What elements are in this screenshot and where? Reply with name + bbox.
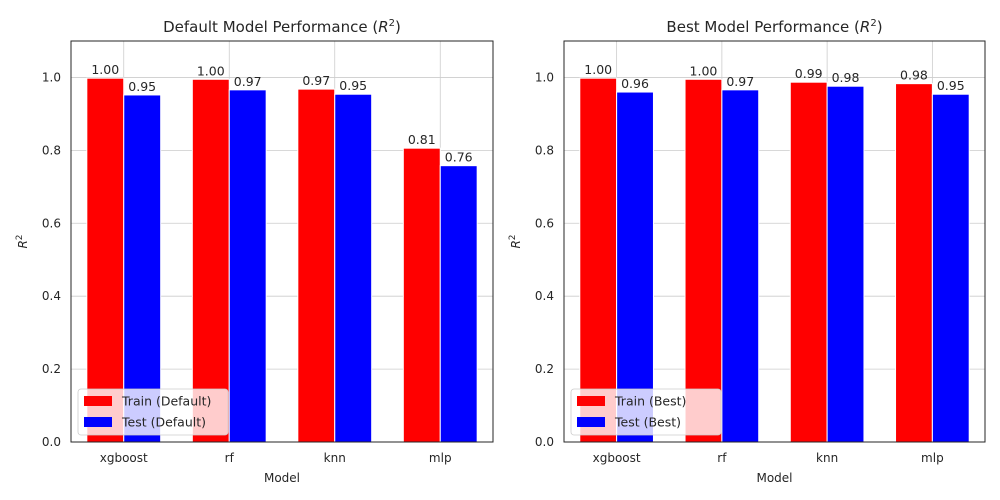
legend-swatch (84, 396, 112, 406)
y-tick-label: 0.2 (42, 362, 61, 376)
legend-entry: Train (Default) (121, 394, 211, 409)
x-tick-label: mlp (429, 451, 452, 465)
chart-title: Best Model Performance (R2) (666, 18, 882, 36)
y-tick-label: 0.4 (535, 289, 554, 303)
train-bar (579, 77, 618, 443)
train-bar (191, 78, 230, 443)
chart-2: 0.0 0.2 0.4 0.6 0.8 1.0 xgboost rf knn mlp 1.00 1.0… (508, 18, 986, 485)
data-label: 1.00 (197, 63, 225, 78)
data-label: 0.96 (621, 76, 649, 91)
legend: Train (Best) Test (Best) (570, 388, 722, 436)
data-label: 0.76 (445, 150, 473, 165)
y-tick-label: 0.6 (535, 216, 554, 230)
data-label: 0.95 (937, 78, 965, 93)
train-bar (895, 83, 933, 443)
title-text: Default Model Performance ( (163, 18, 378, 36)
test-bar (826, 85, 865, 443)
y-tick-label: 0.8 (535, 143, 554, 157)
data-label: 0.81 (408, 132, 436, 147)
test-bar (228, 89, 267, 443)
axes-frame (70, 40, 494, 443)
x-tick-label: rf (717, 451, 727, 465)
data-label: 0.95 (339, 78, 367, 93)
test-bar (721, 89, 760, 443)
y-label-variable: R (16, 240, 30, 248)
data-label: 1.00 (91, 62, 119, 77)
legend-swatch (84, 417, 112, 427)
y-tick-label: 1.0 (535, 70, 554, 84)
data-label: 0.97 (726, 74, 754, 89)
x-tick-label: knn (816, 451, 838, 465)
y-tick-label: 0.4 (42, 289, 61, 303)
data-label: 1.00 (584, 62, 612, 77)
x-axis-label: Model (264, 471, 300, 485)
y-tick-label: 0.0 (42, 435, 61, 449)
title-text: Best Model Performance ( (666, 18, 859, 36)
axes-frame (563, 40, 986, 443)
x-tick-label: mlp (921, 451, 944, 465)
x-tick-label: rf (225, 451, 235, 465)
y-axis-label: R2 (508, 234, 523, 248)
data-label: 1.00 (690, 63, 718, 78)
data-label: 0.97 (302, 73, 330, 88)
y-tick-label: 0.8 (42, 143, 61, 157)
x-tick-label: knn (324, 451, 346, 465)
data-label: 0.98 (832, 70, 860, 85)
y-label-superscript: 2 (15, 234, 25, 240)
y-tick-label: 0.6 (42, 216, 61, 230)
test-bar (123, 94, 162, 443)
train-bar (297, 88, 336, 443)
title-close: ) (395, 18, 401, 36)
y-label-superscript: 2 (508, 234, 518, 240)
legend-swatch (577, 396, 605, 406)
data-label: 0.98 (900, 68, 928, 83)
chart-1: 0.0 0.2 0.4 0.6 0.8 1.0 xgboost rf knn mlp 1.00 1.0… (15, 18, 494, 485)
legend-box (77, 388, 229, 436)
y-tick-label: 1.0 (42, 70, 61, 84)
title-variable: R (378, 18, 388, 36)
legend-entry: Test (Best) (614, 415, 681, 430)
title-superscript: 2 (870, 18, 876, 29)
test-bar (616, 91, 654, 443)
train-bar (402, 147, 441, 443)
legend-swatch (577, 417, 605, 427)
title-close: ) (877, 18, 883, 36)
legend-box (570, 388, 722, 436)
legend-entry: Test (Default) (121, 415, 206, 430)
test-bar (439, 165, 478, 443)
data-label: 0.99 (795, 66, 823, 81)
legend-entry: Train (Best) (614, 394, 686, 409)
y-tick-label: 0.0 (535, 435, 554, 449)
x-tick-label: xgboost (100, 451, 148, 465)
x-axis-label: Model (756, 471, 792, 485)
y-axis-label: R2 (15, 234, 30, 248)
test-bar (931, 93, 970, 443)
train-bar (684, 78, 723, 443)
y-label-variable: R (509, 240, 523, 248)
train-bar (86, 77, 125, 443)
chart-title: Default Model Performance (R2) (163, 18, 401, 36)
data-label: 0.95 (128, 79, 156, 94)
legend: Train (Default) Test (Default) (77, 388, 229, 436)
test-bar (334, 93, 373, 443)
x-tick-label: xgboost (593, 451, 641, 465)
data-label: 0.97 (234, 74, 262, 89)
train-bar (789, 81, 828, 443)
title-variable: R (860, 18, 870, 36)
title-superscript: 2 (389, 18, 395, 29)
y-tick-label: 0.2 (535, 362, 554, 376)
